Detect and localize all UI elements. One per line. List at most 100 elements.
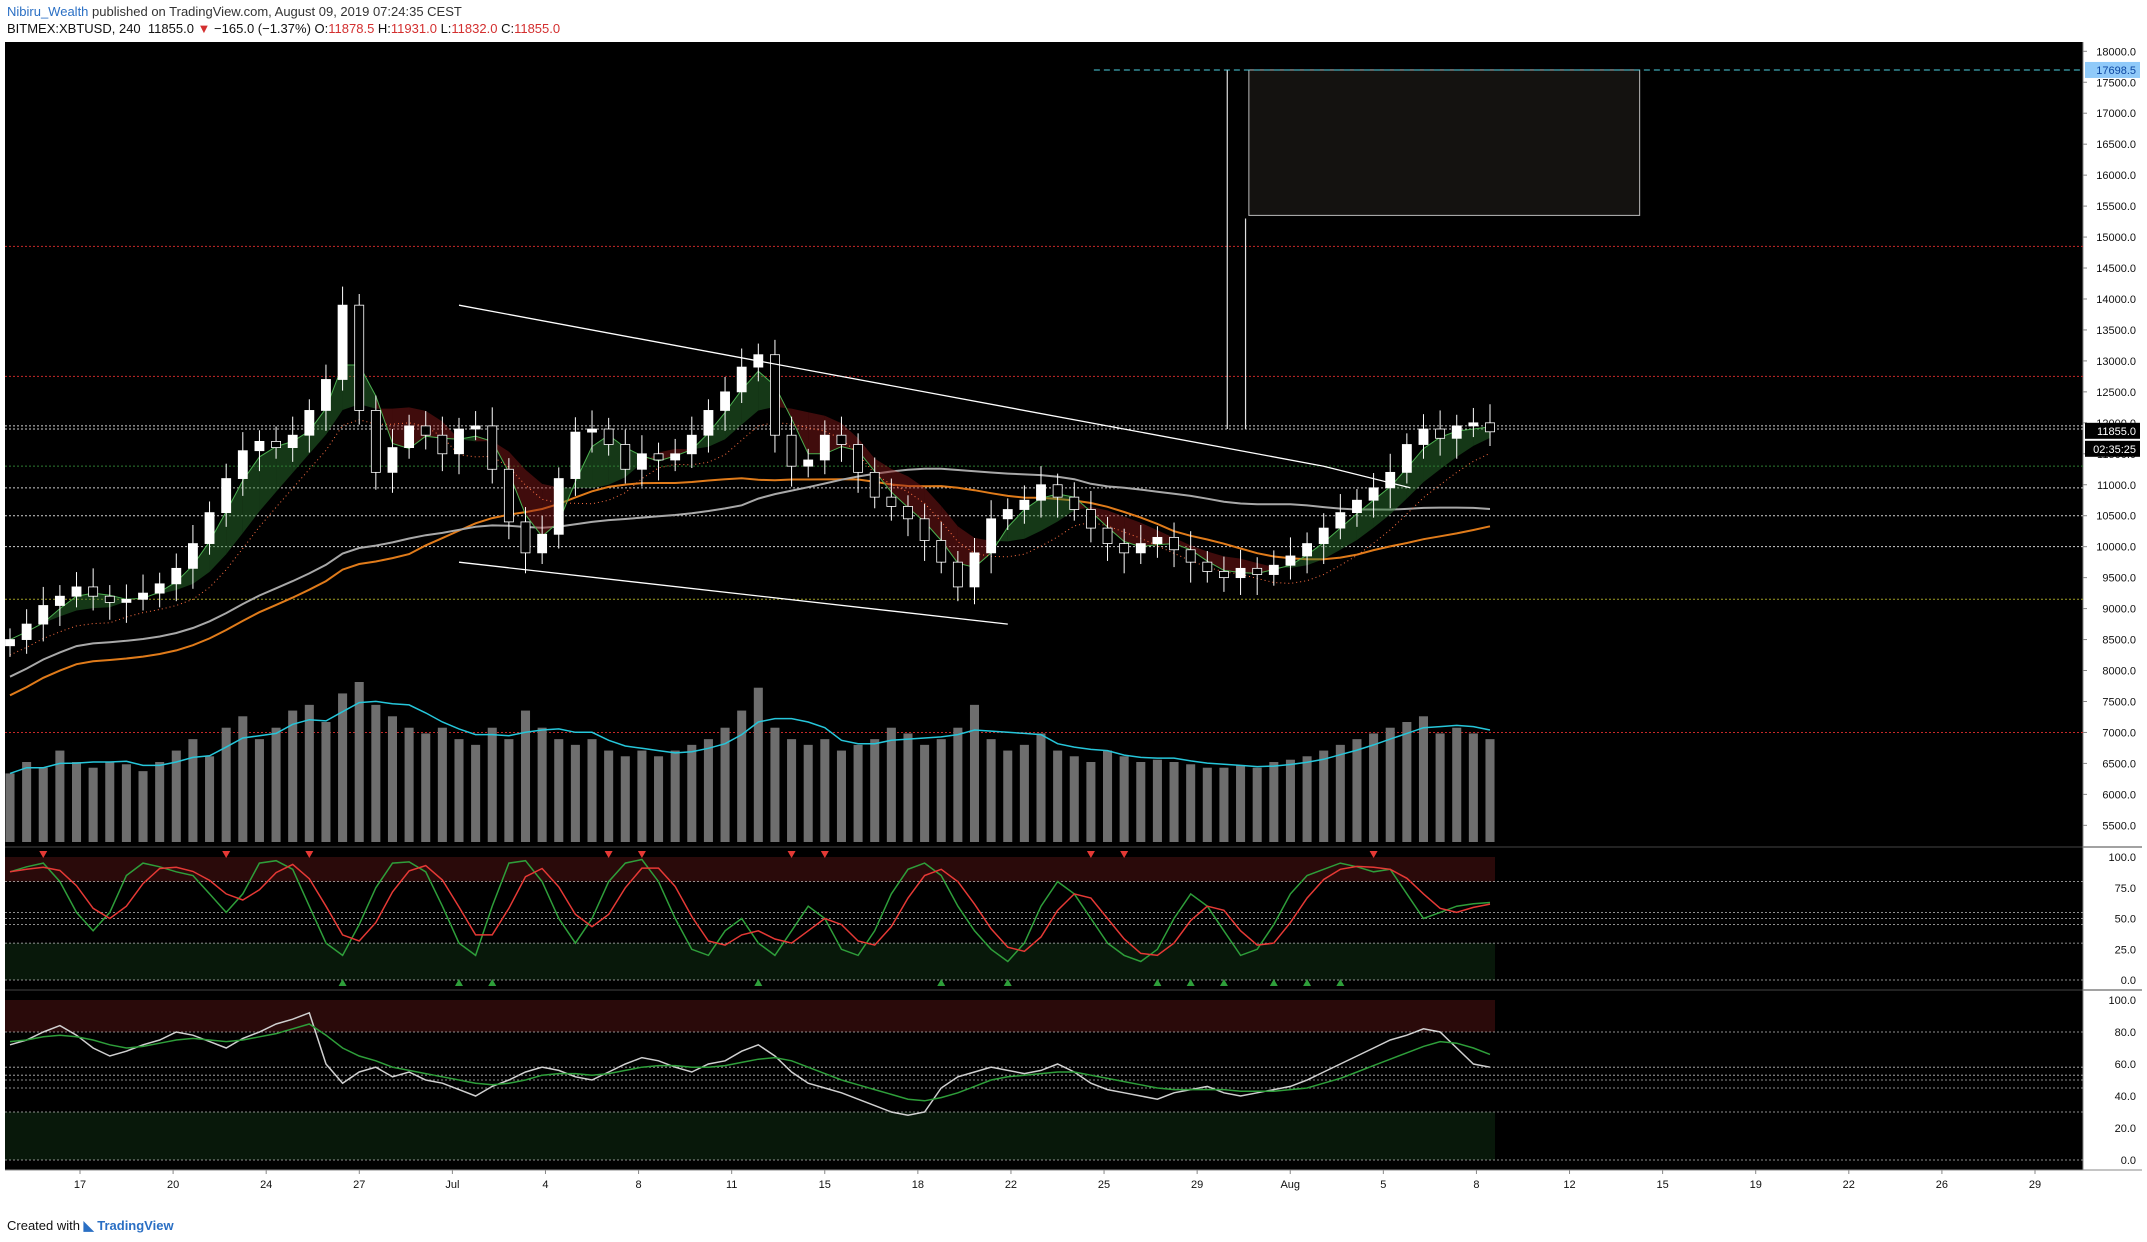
candle-body [454,428,464,455]
published-text: published on TradingView.com, August 09,… [92,4,462,19]
volume-bar [604,750,614,842]
candle-body [1052,484,1063,498]
sell-marker-icon [1369,851,1378,858]
buy-marker-icon [488,979,497,986]
candle-body [237,450,248,479]
ribbon-segment [259,446,277,512]
target-price-tag [2085,61,2140,78]
time-tick-label: 26 [1936,1179,1948,1191]
high-label: H: [377,21,391,36]
candle-body [936,540,947,563]
volume-bar [371,704,381,842]
volume-bar [404,727,414,842]
ribbon-segment [592,435,609,489]
candle-body [969,552,980,588]
volume-bar [1186,764,1196,842]
buy-marker-icon [338,979,347,986]
candle-body [1451,425,1462,439]
candle-body [54,595,65,606]
candle-body [1318,527,1329,544]
sell-marker-icon [39,851,48,858]
oscillator-tick-label: 80.0 [2115,1027,2136,1039]
volume-bar [703,739,713,842]
volume-bar [870,739,880,842]
chart-canvas[interactable]: 5500.0 6000.0 6500.0 7000.0 7500.0 8000.0 8500… [5,42,2142,1210]
tradingview-logo-icon[interactable]: ◣ [83,1218,94,1233]
candle-body [819,434,830,461]
ribbon-segment [1124,516,1141,547]
volume-bar [1086,762,1096,842]
candle-body [354,304,365,411]
price-tick-label: 7000.0 [2102,727,2136,739]
candle-body [636,453,647,470]
volume-bar [520,710,531,842]
ribbon-dotted-line [9,419,1491,656]
volume-bar [55,750,65,842]
buy-marker-icon [1336,979,1345,986]
price-tick-label: 18000.0 [2096,46,2136,58]
candle-body [1019,499,1030,510]
volume-bar [903,733,913,842]
volume-bar [138,771,148,842]
volume-bar [820,739,830,842]
volume-bar [853,744,863,842]
volume-bar [737,710,747,842]
volume-bar [1036,733,1046,842]
candle-body [21,623,32,640]
candle-body [1119,543,1130,554]
volume-bar [71,762,82,842]
ribbon-segment [1323,528,1341,560]
last-price: 11855.0 [147,21,194,36]
candle-body [1468,422,1479,427]
volume-bar [304,704,314,842]
volume-bar [188,739,198,842]
candle-body [919,518,930,541]
rsi-line [9,1011,1491,1116]
ribbon-segment [226,480,243,555]
volume-bar [1069,756,1079,842]
price-tick-label: 16000.0 [2096,170,2136,182]
rsi-ma-line [9,1023,1491,1102]
time-tick-label: 19 [1750,1179,1762,1191]
sell-marker-icon [305,851,314,858]
volume-bar [787,739,797,842]
target-price-label: 17698.5 [2096,65,2136,77]
ribbon-segment [1423,437,1441,483]
author-link[interactable]: Nibiru_Wealth [7,4,89,19]
volume-bar [803,744,813,842]
candle-body [1085,509,1096,529]
sell-marker-icon [820,851,829,858]
time-tick-label: 17 [74,1179,86,1191]
candle-body [187,543,198,569]
ribbon-segment [1041,494,1058,531]
ribbon-segment [1107,510,1125,542]
volume-bar [1385,727,1395,842]
open-label: O: [314,21,329,36]
sell-marker-icon [604,851,613,858]
candle-body [503,468,514,523]
candle-body [404,425,415,448]
candle-body [304,410,315,436]
ribbon-segment [708,412,726,447]
volume-bar [587,739,597,842]
volume-bar [1236,765,1246,842]
price-tick-label: 16500.0 [2096,139,2136,151]
volume-bar [38,767,48,842]
stoch-d-line [9,863,1491,957]
volume-bar [205,756,215,842]
ribbon-segment [209,511,227,572]
candle-body [736,366,747,393]
buy-marker-icon [1153,979,1162,986]
price-tick-label: 14500.0 [2096,263,2136,275]
volume-bar [687,744,697,842]
candle-body [1152,536,1163,544]
volume-bar [753,687,763,842]
volume-bar [637,750,647,842]
tradingview-brand[interactable]: TradingView [97,1218,174,1233]
volume-bar [471,744,481,842]
volume-bar [770,727,780,842]
symbol-line: BITMEX:XBTUSD, 240 11855.0 ▼ −165.0 (−1.… [7,21,560,36]
candle-body [537,533,548,554]
volume-bar [886,727,896,842]
close-value: 11855.0 [514,21,561,36]
